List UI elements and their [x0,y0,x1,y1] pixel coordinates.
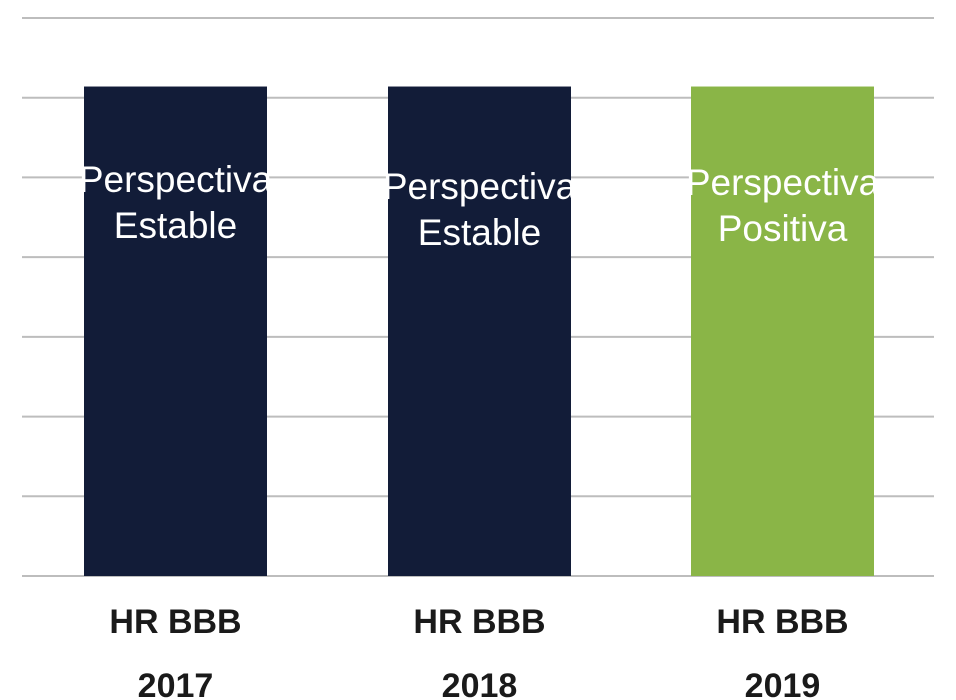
bars-group: Perspectiva Estable Perspectiva Estable Pers… [79,86,880,577]
bar-3-label-line-2: Positiva [718,208,848,249]
category-labels: HR BBB 2017 HR BBB 2018 HR BBB 2019 [109,603,848,700]
category-label-rating-3: HR BBB [716,603,848,641]
category-label-rating-2: HR BBB [413,603,545,641]
category-label-rating-1: HR BBB [109,603,241,641]
bar-3 [691,86,874,577]
bar-3-label-line-1: Perspectiva [686,162,880,203]
category-label-year-1: 2017 [138,667,214,700]
category-label-year-2: 2018 [442,667,518,700]
bar-2-label-line-2: Estable [418,212,541,253]
bar-2 [388,86,571,577]
bar-1 [84,86,267,577]
bar-1-label-line-1: Perspectiva [79,159,273,200]
bar-1-label-line-2: Estable [114,205,237,246]
bar-2-label-line-1: Perspectiva [383,166,577,207]
category-label-year-3: 2019 [745,667,821,700]
